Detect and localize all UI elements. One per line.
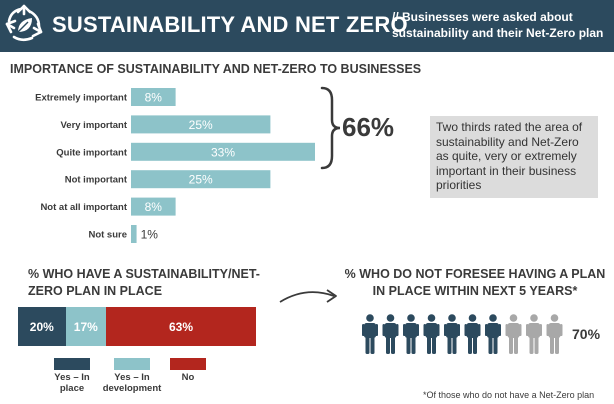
legend-swatch-light xyxy=(114,358,150,370)
person-icon xyxy=(382,314,399,354)
category-label: Not sure xyxy=(88,230,127,241)
page-subtitle: // Businesses were asked about sustainab… xyxy=(392,10,604,40)
bar xyxy=(131,197,176,216)
stack-segment: 63% xyxy=(106,307,256,346)
arrow-icon xyxy=(279,289,337,303)
person-icon xyxy=(464,314,481,354)
bar xyxy=(131,115,271,134)
foresee-title-line1: % WHO DO NOT FORESEE HAVING A PLAN xyxy=(344,267,606,281)
category-label: Not important xyxy=(65,175,128,186)
bar-value-label: 8% xyxy=(145,91,163,105)
person-icon xyxy=(505,314,522,354)
bar-value-label: 25% xyxy=(189,118,213,132)
importance-chart-title: IMPORTANCE OF SUSTAINABILITY AND NET-ZER… xyxy=(10,62,422,76)
importance-bar-chart: Extremely important 8% Very important 25% Qu… xyxy=(35,88,315,243)
plan-chart-title: % WHO HAVE A SUSTAINABILITY/NET- ZERO PL… xyxy=(28,266,268,300)
legend-label-line1: Yes – In xyxy=(114,372,150,383)
person-icon xyxy=(444,314,460,354)
bar xyxy=(131,88,176,106)
foresee-title: % WHO DO NOT FORESEE HAVING A PLAN IN PL… xyxy=(344,266,606,300)
person-icon xyxy=(423,314,440,354)
person-icon xyxy=(403,314,419,354)
person-icon xyxy=(546,314,563,354)
legend-label-line2: place xyxy=(59,383,85,394)
bracket-brace xyxy=(320,86,341,170)
legend-label-line2: development xyxy=(102,383,162,394)
people-pictogram xyxy=(362,314,563,354)
summary-note: Two thirds rated the area of sustainabil… xyxy=(430,116,598,198)
legend-no: No xyxy=(160,358,216,383)
stack-segment: 17% xyxy=(65,307,107,346)
recycle-leaf-icon xyxy=(5,4,43,42)
foresee-percent-label: 70% xyxy=(572,326,601,342)
header-banner: SUSTAINABILITY AND NET ZERO // Businesse… xyxy=(0,0,614,52)
legend-label-line1: Yes – In xyxy=(54,372,90,383)
person-icon xyxy=(526,314,542,354)
legend-yes-in-development: Yes – In development xyxy=(94,358,170,394)
bar-value-label: 33% xyxy=(211,145,235,159)
category-label: Quite important xyxy=(56,147,128,158)
bracket-percent-label: 66% xyxy=(342,112,395,142)
person-icon xyxy=(485,314,501,354)
plan-title-line2: ZERO PLAN IN PLACE xyxy=(28,284,163,298)
category-label: Extremely important xyxy=(35,93,128,104)
bar-value-label: 8% xyxy=(145,200,163,214)
legend-swatch-red xyxy=(170,358,206,370)
bar xyxy=(131,142,315,161)
bar-value-label: 25% xyxy=(189,173,213,187)
legend-swatch-dark xyxy=(54,358,90,370)
legend-label-line1: No xyxy=(181,372,195,383)
bar xyxy=(131,225,137,243)
bar-value-label: 1% xyxy=(141,228,159,242)
category-label: Very important xyxy=(60,120,127,131)
plan-title-line1: % WHO HAVE A SUSTAINABILITY/NET- xyxy=(28,267,260,281)
plan-stacked-bar: 20% 17% 63% xyxy=(18,307,256,346)
foresee-title-line2: IN PLACE WITHIN NEXT 5 YEARS* xyxy=(372,284,578,298)
person-icon xyxy=(362,314,378,354)
category-label: Not at all important xyxy=(40,202,127,213)
stack-segment: 20% xyxy=(18,307,66,346)
bar xyxy=(131,170,271,189)
footnote: *Of those who do not have a Net-Zero pla… xyxy=(423,390,595,400)
page-title: SUSTAINABILITY AND NET ZERO xyxy=(52,12,408,37)
legend-yes-in-place: Yes – In place xyxy=(40,358,104,394)
